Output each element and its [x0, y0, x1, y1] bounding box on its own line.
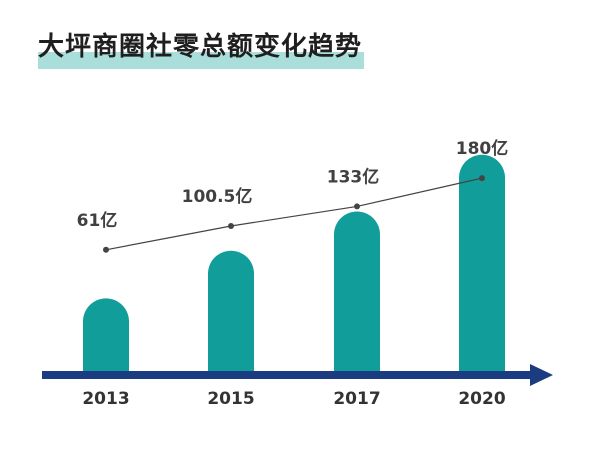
chart-title-block: 大坪商圈社零总额变化趋势	[38, 29, 364, 69]
x-axis-arrowhead	[530, 364, 553, 386]
x-tick-label-2013: 2013	[82, 389, 129, 409]
bar-2015	[208, 250, 254, 372]
trend-line	[105, 177, 483, 251]
trend-point-2015	[228, 222, 234, 229]
x-tick-label-2017: 2017	[333, 389, 380, 409]
trend-point-2013	[103, 246, 109, 253]
value-label-2017: 133亿	[327, 166, 380, 187]
bar-2013	[83, 298, 129, 372]
trend-line-group	[103, 175, 485, 253]
x-axis	[42, 364, 553, 386]
x-tick-label-2020: 2020	[458, 389, 505, 409]
value-labels-group: 61亿 100.5亿 133亿 180亿	[77, 138, 509, 231]
bar-2020	[459, 154, 505, 372]
x-tick-label-2015: 2015	[207, 389, 254, 409]
x-tick-labels-group: 2013 2015 2017 2020	[82, 389, 505, 409]
trend-point-2017	[354, 203, 360, 210]
x-axis-line	[42, 371, 536, 379]
bars-group	[83, 154, 505, 372]
value-label-2020: 180亿	[456, 138, 509, 159]
chart-title: 大坪商圈社零总额变化趋势	[38, 32, 363, 62]
value-label-2013: 61亿	[77, 210, 118, 231]
value-label-2015: 100.5亿	[182, 186, 253, 207]
title-highlight-band	[38, 52, 364, 69]
trend-point-2020	[479, 175, 485, 182]
bar-2017	[334, 211, 380, 372]
